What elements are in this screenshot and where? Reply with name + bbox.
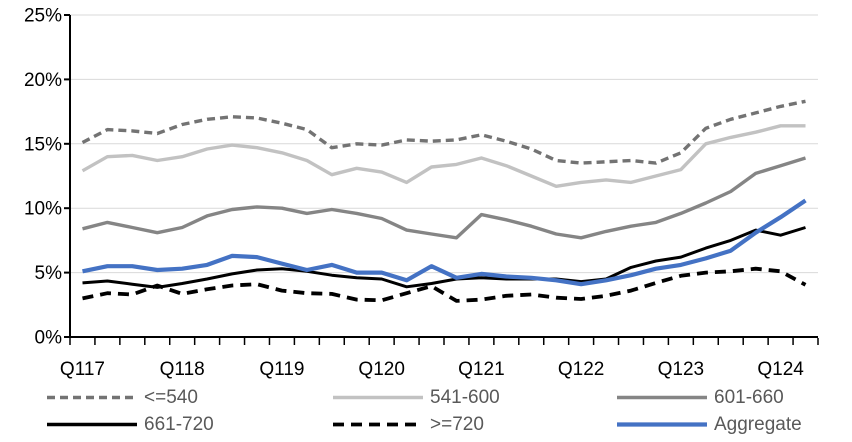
legend-item-aggregate: Aggregate — [617, 414, 802, 435]
legend-label: 541-600 — [430, 387, 500, 408]
legend-label: 661-720 — [144, 414, 214, 435]
series-line-661-720 — [82, 226, 806, 289]
legend-item-ge-720: >=720 — [333, 414, 484, 435]
x-axis-label: Q120 — [358, 359, 404, 380]
series-line-601-660 — [82, 156, 807, 240]
legend-label: Aggregate — [714, 414, 802, 435]
legend-label: >=720 — [430, 414, 484, 435]
y-axis-label: 15% — [24, 134, 62, 155]
legend-item-661-720: 661-720 — [47, 414, 214, 435]
legend-swatch-le-540-dashed-line — [47, 387, 137, 408]
legend-item-le-540: <=540 — [47, 387, 198, 408]
y-axis-label: 25% — [24, 6, 62, 27]
series-line-540 — [81, 99, 806, 165]
legend-item-601-660: 601-660 — [617, 387, 784, 408]
y-axis-label: 0% — [35, 328, 63, 349]
x-axis-label: Q119 — [259, 359, 304, 380]
series-line-720 — [82, 266, 807, 303]
legend-swatch-601-660-line — [617, 387, 707, 408]
series-line-aggregate — [82, 198, 807, 287]
legend-swatch-661-720-line — [47, 414, 137, 435]
legend-row-1: <=540 541-600 601-660 — [0, 387, 852, 408]
y-axis-label: 20% — [24, 70, 62, 91]
y-axis-label: 10% — [24, 199, 62, 220]
x-axis-label: Q117 — [60, 359, 105, 380]
series-line-541-600 — [81, 124, 806, 189]
legend-swatch-aggregate-line — [617, 414, 707, 435]
legend-item-541-600: 541-600 — [333, 387, 500, 408]
y-axis-label: 5% — [35, 263, 63, 284]
legend-row-2: 661-720 >=720 Aggregate — [0, 414, 852, 435]
line-chart-plot: 0% 5% 10% 15% 20% 25% Q117 Q118 Q119 Q120 Q121 Q122… — [24, 6, 819, 380]
legend-label: 601-660 — [714, 387, 784, 408]
x-axis-label: Q118 — [160, 359, 205, 380]
legend-swatch-541-600-line — [333, 387, 423, 408]
x-axis-label: Q124 — [757, 359, 804, 380]
legend-swatch-ge-720-dashed-line — [333, 414, 423, 435]
x-axis-label: Q123 — [658, 359, 704, 380]
x-axis-label: Q122 — [558, 359, 604, 380]
legend-label: <=540 — [144, 387, 198, 408]
x-axis-label: Q121 — [458, 359, 504, 380]
